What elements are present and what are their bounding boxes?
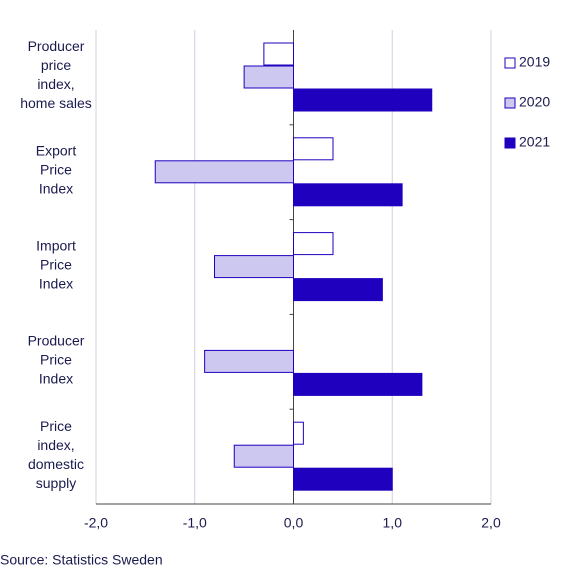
bar bbox=[293, 183, 403, 207]
bar bbox=[263, 42, 294, 66]
legend-label: 2019 bbox=[519, 54, 550, 70]
source: Source: Statistics Sweden bbox=[0, 552, 163, 568]
y-tick-label: Export Price Index bbox=[35, 142, 77, 197]
x-tick-label: -2,0 bbox=[84, 515, 108, 531]
bar bbox=[293, 88, 433, 112]
bar bbox=[214, 255, 294, 279]
bar bbox=[154, 160, 294, 184]
bar bbox=[293, 137, 334, 161]
bar bbox=[293, 232, 334, 256]
x-tick-label: 2,0 bbox=[481, 515, 501, 531]
legend-label: 2020 bbox=[519, 94, 550, 110]
x-tick-label: -1,0 bbox=[183, 515, 207, 531]
bar bbox=[233, 444, 294, 468]
y-tick-label: Import Price Index bbox=[36, 237, 76, 292]
bar bbox=[293, 372, 423, 396]
y-tick-label: Producer Price Index bbox=[27, 332, 85, 387]
bar bbox=[293, 278, 383, 302]
legend-swatch bbox=[504, 137, 516, 149]
legend-label: 2021 bbox=[519, 134, 550, 150]
bar bbox=[204, 349, 294, 373]
y-tick-label: Price index, domestic supply bbox=[27, 417, 85, 491]
legend-swatch bbox=[504, 57, 516, 69]
legend-swatch bbox=[504, 97, 516, 109]
bar bbox=[243, 65, 294, 89]
x-tick-label: 0,0 bbox=[284, 515, 304, 531]
bar bbox=[293, 421, 304, 445]
bar bbox=[293, 467, 393, 491]
y-tick-label: Producer price index, home sales bbox=[20, 38, 92, 112]
x-tick-label: 1,0 bbox=[383, 515, 403, 531]
